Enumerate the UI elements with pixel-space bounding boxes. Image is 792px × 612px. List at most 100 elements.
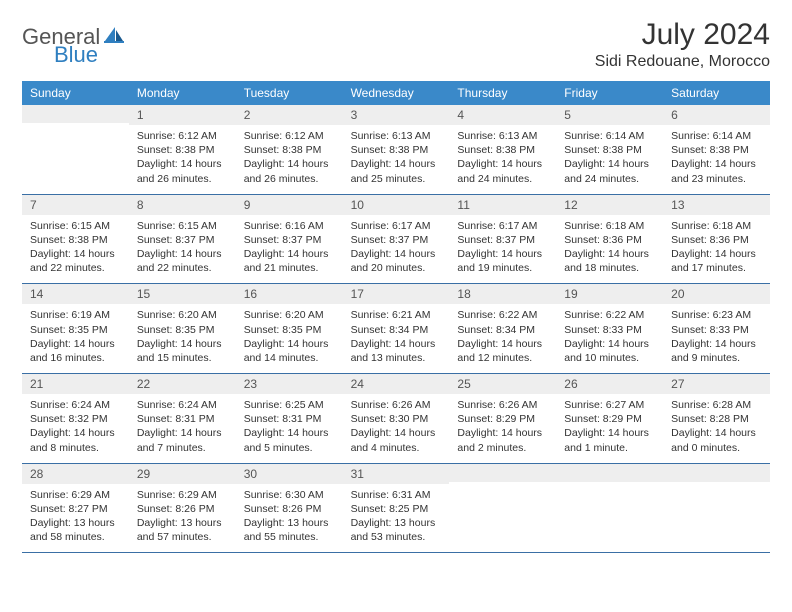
daylight-text: Daylight: 14 hours and 10 minutes. xyxy=(564,337,655,365)
day-details: Sunrise: 6:19 AMSunset: 8:35 PMDaylight:… xyxy=(22,304,129,373)
daylight-text: Daylight: 14 hours and 24 minutes. xyxy=(564,157,655,185)
sunset-text: Sunset: 8:34 PM xyxy=(351,323,442,337)
day-details: Sunrise: 6:29 AMSunset: 8:26 PMDaylight:… xyxy=(129,484,236,553)
sunset-text: Sunset: 8:38 PM xyxy=(457,143,548,157)
daylight-text: Daylight: 14 hours and 21 minutes. xyxy=(244,247,335,275)
sunset-text: Sunset: 8:33 PM xyxy=(564,323,655,337)
sunset-text: Sunset: 8:38 PM xyxy=(244,143,335,157)
sunset-text: Sunset: 8:35 PM xyxy=(137,323,228,337)
day-details: Sunrise: 6:12 AMSunset: 8:38 PMDaylight:… xyxy=(236,125,343,194)
sunrise-text: Sunrise: 6:17 AM xyxy=(351,219,442,233)
empty-day-body xyxy=(449,482,556,532)
empty-day-body xyxy=(663,482,770,532)
day-number: 17 xyxy=(343,284,450,304)
sunset-text: Sunset: 8:29 PM xyxy=(457,412,548,426)
day-details: Sunrise: 6:22 AMSunset: 8:33 PMDaylight:… xyxy=(556,304,663,373)
day-number: 4 xyxy=(449,105,556,125)
week-row: 21Sunrise: 6:24 AMSunset: 8:32 PMDayligh… xyxy=(22,374,770,464)
brand-name-part2: Blue xyxy=(54,42,98,68)
day-number: 6 xyxy=(663,105,770,125)
daylight-text: Daylight: 14 hours and 5 minutes. xyxy=(244,426,335,454)
day-cell: 22Sunrise: 6:24 AMSunset: 8:31 PMDayligh… xyxy=(129,374,236,463)
daylight-text: Daylight: 14 hours and 8 minutes. xyxy=(30,426,121,454)
day-number: 28 xyxy=(22,464,129,484)
day-details: Sunrise: 6:20 AMSunset: 8:35 PMDaylight:… xyxy=(236,304,343,373)
day-details: Sunrise: 6:13 AMSunset: 8:38 PMDaylight:… xyxy=(343,125,450,194)
day-cell: 24Sunrise: 6:26 AMSunset: 8:30 PMDayligh… xyxy=(343,374,450,463)
brand-sail-icon xyxy=(104,26,124,49)
daylight-text: Daylight: 14 hours and 15 minutes. xyxy=(137,337,228,365)
week-row: 1Sunrise: 6:12 AMSunset: 8:38 PMDaylight… xyxy=(22,105,770,195)
daylight-text: Daylight: 14 hours and 23 minutes. xyxy=(671,157,762,185)
daylight-text: Daylight: 13 hours and 53 minutes. xyxy=(351,516,442,544)
day-details: Sunrise: 6:12 AMSunset: 8:38 PMDaylight:… xyxy=(129,125,236,194)
sunrise-text: Sunrise: 6:24 AM xyxy=(30,398,121,412)
day-number: 31 xyxy=(343,464,450,484)
day-cell: 17Sunrise: 6:21 AMSunset: 8:34 PMDayligh… xyxy=(343,284,450,373)
day-number: 24 xyxy=(343,374,450,394)
daylight-text: Daylight: 14 hours and 25 minutes. xyxy=(351,157,442,185)
day-cell: 7Sunrise: 6:15 AMSunset: 8:38 PMDaylight… xyxy=(22,195,129,284)
day-details: Sunrise: 6:17 AMSunset: 8:37 PMDaylight:… xyxy=(449,215,556,284)
day-cell: 8Sunrise: 6:15 AMSunset: 8:37 PMDaylight… xyxy=(129,195,236,284)
day-details: Sunrise: 6:18 AMSunset: 8:36 PMDaylight:… xyxy=(663,215,770,284)
day-cell: 27Sunrise: 6:28 AMSunset: 8:28 PMDayligh… xyxy=(663,374,770,463)
day-cell: 12Sunrise: 6:18 AMSunset: 8:36 PMDayligh… xyxy=(556,195,663,284)
sunset-text: Sunset: 8:37 PM xyxy=(351,233,442,247)
day-details: Sunrise: 6:18 AMSunset: 8:36 PMDaylight:… xyxy=(556,215,663,284)
empty-day-bar xyxy=(556,464,663,482)
sunrise-text: Sunrise: 6:26 AM xyxy=(351,398,442,412)
day-cell: 6Sunrise: 6:14 AMSunset: 8:38 PMDaylight… xyxy=(663,105,770,194)
day-cell: 19Sunrise: 6:22 AMSunset: 8:33 PMDayligh… xyxy=(556,284,663,373)
day-details: Sunrise: 6:21 AMSunset: 8:34 PMDaylight:… xyxy=(343,304,450,373)
weekday-header: Monday xyxy=(129,81,236,105)
sunrise-text: Sunrise: 6:16 AM xyxy=(244,219,335,233)
sunset-text: Sunset: 8:31 PM xyxy=(244,412,335,426)
sunset-text: Sunset: 8:38 PM xyxy=(137,143,228,157)
weekday-header: Friday xyxy=(556,81,663,105)
day-number: 15 xyxy=(129,284,236,304)
day-cell: 20Sunrise: 6:23 AMSunset: 8:33 PMDayligh… xyxy=(663,284,770,373)
sunset-text: Sunset: 8:37 PM xyxy=(244,233,335,247)
sunset-text: Sunset: 8:32 PM xyxy=(30,412,121,426)
day-details: Sunrise: 6:16 AMSunset: 8:37 PMDaylight:… xyxy=(236,215,343,284)
day-details: Sunrise: 6:29 AMSunset: 8:27 PMDaylight:… xyxy=(22,484,129,553)
sunset-text: Sunset: 8:25 PM xyxy=(351,502,442,516)
sunset-text: Sunset: 8:28 PM xyxy=(671,412,762,426)
sunrise-text: Sunrise: 6:30 AM xyxy=(244,488,335,502)
day-cell: 23Sunrise: 6:25 AMSunset: 8:31 PMDayligh… xyxy=(236,374,343,463)
day-details: Sunrise: 6:26 AMSunset: 8:30 PMDaylight:… xyxy=(343,394,450,463)
day-details: Sunrise: 6:15 AMSunset: 8:37 PMDaylight:… xyxy=(129,215,236,284)
calendar-grid: SundayMondayTuesdayWednesdayThursdayFrid… xyxy=(22,81,770,553)
daylight-text: Daylight: 13 hours and 57 minutes. xyxy=(137,516,228,544)
day-details: Sunrise: 6:26 AMSunset: 8:29 PMDaylight:… xyxy=(449,394,556,463)
empty-day-bar xyxy=(22,105,129,123)
sunset-text: Sunset: 8:38 PM xyxy=(564,143,655,157)
sunset-text: Sunset: 8:38 PM xyxy=(351,143,442,157)
day-number: 23 xyxy=(236,374,343,394)
month-title: July 2024 xyxy=(595,18,770,51)
day-cell: 28Sunrise: 6:29 AMSunset: 8:27 PMDayligh… xyxy=(22,464,129,553)
daylight-text: Daylight: 14 hours and 1 minute. xyxy=(564,426,655,454)
daylight-text: Daylight: 14 hours and 14 minutes. xyxy=(244,337,335,365)
day-number: 21 xyxy=(22,374,129,394)
day-details: Sunrise: 6:22 AMSunset: 8:34 PMDaylight:… xyxy=(449,304,556,373)
day-number: 27 xyxy=(663,374,770,394)
sunset-text: Sunset: 8:36 PM xyxy=(564,233,655,247)
day-number: 13 xyxy=(663,195,770,215)
daylight-text: Daylight: 14 hours and 2 minutes. xyxy=(457,426,548,454)
sunrise-text: Sunrise: 6:27 AM xyxy=(564,398,655,412)
sunset-text: Sunset: 8:33 PM xyxy=(671,323,762,337)
daylight-text: Daylight: 14 hours and 13 minutes. xyxy=(351,337,442,365)
empty-day-bar xyxy=(663,464,770,482)
sunset-text: Sunset: 8:37 PM xyxy=(457,233,548,247)
sunrise-text: Sunrise: 6:15 AM xyxy=(137,219,228,233)
day-cell: 31Sunrise: 6:31 AMSunset: 8:25 PMDayligh… xyxy=(343,464,450,553)
daylight-text: Daylight: 14 hours and 7 minutes. xyxy=(137,426,228,454)
day-details: Sunrise: 6:25 AMSunset: 8:31 PMDaylight:… xyxy=(236,394,343,463)
daylight-text: Daylight: 14 hours and 4 minutes. xyxy=(351,426,442,454)
sunrise-text: Sunrise: 6:20 AM xyxy=(244,308,335,322)
weekday-header: Saturday xyxy=(663,81,770,105)
day-cell xyxy=(556,464,663,553)
daylight-text: Daylight: 14 hours and 19 minutes. xyxy=(457,247,548,275)
